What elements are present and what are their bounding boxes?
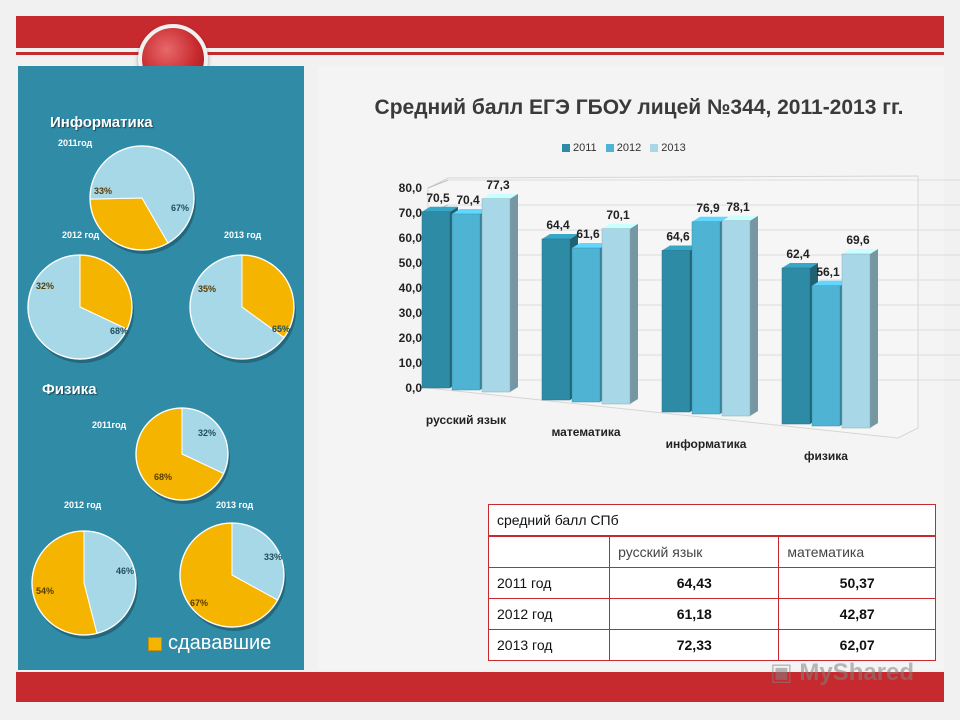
pie-slice-label: 35%	[198, 284, 217, 294]
legend-item-2011: 2011	[562, 142, 597, 154]
pie-slice-label: 67%	[190, 598, 209, 608]
table-cell: 50,37	[778, 567, 936, 599]
section-title-physics: Физика	[42, 381, 97, 398]
pie-chart	[189, 254, 296, 363]
table-row: 2012 год 61,18 42,87	[487, 598, 936, 630]
bar-chart: 0,0 10,0 20,0 30,0 40,0 50,0 60,0 70,0 80,070,5 7…	[399, 175, 960, 463]
data-label: 64,4	[546, 218, 570, 232]
bar	[841, 249, 878, 429]
data-label: 56,1	[816, 265, 840, 279]
pie-slice-label: 68%	[110, 326, 129, 336]
pie-label: 2011год	[58, 138, 93, 148]
left-legend: сдававшие	[148, 632, 271, 655]
x-tick-label: русский язык	[426, 413, 507, 427]
pie-chart	[179, 522, 286, 631]
data-label: 77,3	[486, 178, 510, 192]
y-tick-label: 40,0	[399, 281, 423, 295]
bar	[481, 193, 518, 393]
pie-label: 2013 год	[216, 500, 254, 510]
table-row: 2011 год 64,43 50,37	[487, 567, 936, 599]
pie-slice-label: 54%	[36, 586, 55, 596]
pie-label: 2011год	[92, 420, 127, 430]
x-tick-label: информатика	[666, 437, 747, 451]
y-tick-label: 70,0	[399, 206, 423, 220]
table-caption: средний балл СПб	[488, 504, 936, 537]
data-label: 70,5	[426, 191, 450, 205]
bar	[601, 223, 638, 405]
table-header	[487, 535, 611, 568]
section-title-informatics: Информатика	[50, 114, 153, 131]
x-tick-label: математика	[551, 425, 620, 439]
table-cell: 42,87	[778, 598, 936, 630]
y-tick-label: 80,0	[399, 181, 423, 195]
y-tick-label: 50,0	[399, 256, 423, 270]
chart-legend: 2011 2012 2013	[562, 142, 692, 154]
table-cell-year: 2011 год	[487, 567, 611, 599]
data-label: 62,4	[786, 247, 810, 261]
table-cell: 62,07	[778, 629, 936, 661]
table-header: математика	[778, 535, 936, 568]
pie-chart	[31, 530, 138, 639]
data-label: 64,6	[666, 230, 690, 244]
x-tick-label: физика	[804, 449, 848, 463]
bottom-red-bar	[16, 672, 944, 702]
pie-slice-label: 65%	[272, 324, 291, 334]
y-tick-label: 60,0	[399, 231, 423, 245]
y-tick-label: 30,0	[399, 306, 423, 320]
table-cell-year: 2012 год	[487, 598, 611, 630]
top-red-line	[16, 52, 944, 55]
bar	[721, 215, 758, 417]
data-label: 69,6	[846, 233, 870, 247]
y-tick-label: 0,0	[405, 381, 422, 395]
pie-slice-label: 33%	[264, 552, 283, 562]
pie-label: 2012 год	[64, 500, 102, 510]
pie-slice-label: 67%	[171, 203, 190, 213]
pie-label: 2012 год	[62, 230, 100, 240]
legend-swatch	[148, 636, 162, 651]
pie-chart	[27, 254, 134, 363]
table-cell: 61,18	[609, 598, 780, 630]
data-label: 61,6	[576, 227, 600, 241]
gridline	[427, 179, 449, 189]
table-cell: 64,43	[609, 567, 780, 599]
chart-title: Средний балл ЕГЭ ГБОУ лицей №344, 2011-2…	[374, 96, 904, 119]
pie-slice-label: 33%	[94, 186, 113, 196]
data-label: 78,1	[726, 200, 750, 214]
table-cell-year: 2013 год	[487, 629, 611, 661]
legend-item-2012: 2012	[605, 142, 641, 154]
data-label: 70,1	[606, 208, 630, 222]
pie-chart	[89, 145, 196, 254]
watermark-logo: ▣ MyShared	[770, 659, 915, 686]
table-row: 2013 год 72,33 62,07	[487, 629, 936, 661]
table-cell: 72,33	[609, 629, 780, 661]
y-tick-label: 20,0	[399, 331, 423, 345]
pie-slice-label: 32%	[36, 281, 55, 291]
y-tick-label: 10,0	[399, 356, 423, 370]
pie-slice-label: 68%	[154, 472, 173, 482]
spb-average-table: средний балл СПб русский язык математика…	[487, 504, 936, 661]
data-label: 76,9	[696, 201, 720, 215]
table-header: русский язык	[609, 535, 780, 568]
data-label: 70,4	[456, 193, 480, 207]
watermark-text: MyShared	[799, 659, 915, 686]
legend-item-2013: 2013	[650, 142, 686, 154]
pie-slice-label: 46%	[116, 566, 135, 576]
pie-slice-label: 32%	[198, 428, 217, 438]
pie-chart	[135, 407, 230, 504]
pie-label: 2013 год	[224, 230, 262, 240]
left-legend-label: сдававшие	[168, 632, 272, 654]
